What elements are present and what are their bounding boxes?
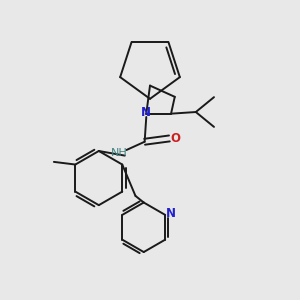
Text: N: N <box>141 106 151 118</box>
Text: N: N <box>166 207 176 220</box>
Text: O: O <box>170 132 180 145</box>
Text: NH: NH <box>111 148 128 158</box>
